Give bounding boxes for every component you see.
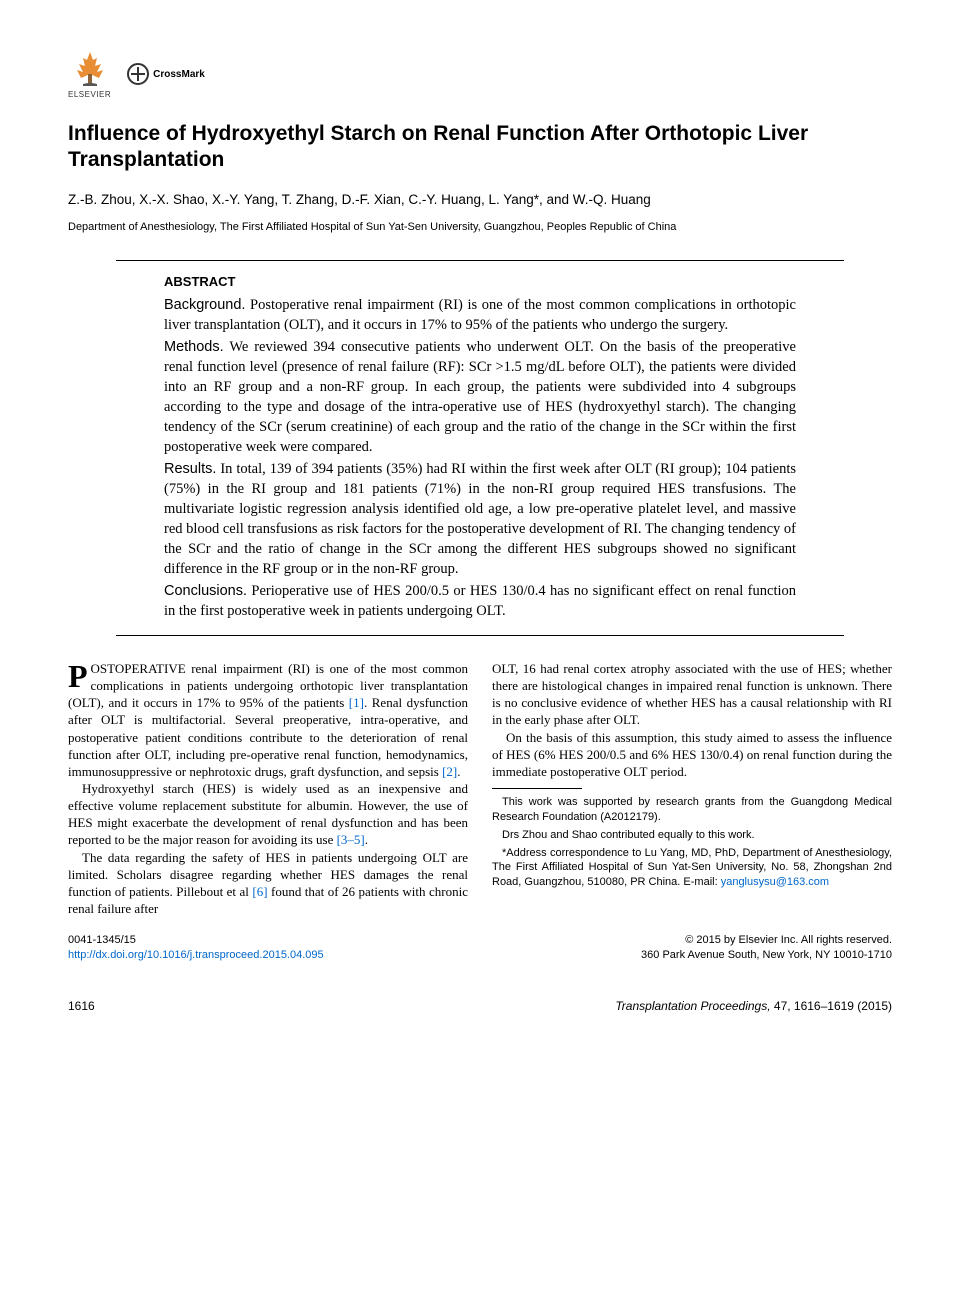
citation-6[interactable]: [6] <box>252 884 267 899</box>
body-columns: POSTOPERATIVE renal impairment (RI) is o… <box>68 660 892 917</box>
footnote-funding: This work was supported by research gran… <box>492 795 892 825</box>
bottom-left: 0041-1345/15 http://dx.doi.org/10.1016/j… <box>68 933 480 962</box>
dropcap: P <box>68 660 91 690</box>
copyright: © 2015 by Elsevier Inc. All rights reser… <box>480 933 892 947</box>
abstract-methods: Methods. We reviewed 394 consecutive pat… <box>164 337 796 457</box>
abstract-background-text: Postoperative renal impairment (RI) is o… <box>164 297 796 333</box>
elsevier-label: ELSEVIER <box>68 90 111 101</box>
abstract-conclusions-text: Perioperative use of HES 200/0.5 or HES … <box>164 583 796 619</box>
abstract-conclusions-label: Conclusions. <box>164 583 247 599</box>
abstract-results: Results. In total, 139 of 394 patients (… <box>164 459 796 579</box>
bottom-bar: 0041-1345/15 http://dx.doi.org/10.1016/j… <box>68 933 892 962</box>
body-para-3: The data regarding the safety of HES in … <box>68 849 468 918</box>
body-para-5: On the basis of this assumption, this st… <box>492 729 892 780</box>
citation-1[interactable]: [1] <box>349 695 364 710</box>
body-para-1: POSTOPERATIVE renal impairment (RI) is o… <box>68 660 468 780</box>
publisher-address: 360 Park Avenue South, New York, NY 1001… <box>480 948 892 962</box>
crossmark-icon <box>127 63 149 85</box>
issn: 0041-1345/15 <box>68 933 480 947</box>
bottom-right: © 2015 by Elsevier Inc. All rights reser… <box>480 933 892 962</box>
article-title: Influence of Hydroxyethyl Starch on Rena… <box>68 121 892 174</box>
abstract-conclusions: Conclusions. Perioperative use of HES 20… <box>164 581 796 621</box>
abstract-results-label: Results. <box>164 461 216 477</box>
journal-pages: 47, 1616–1619 (2015) <box>771 999 892 1013</box>
elsevier-tree-icon <box>69 48 111 90</box>
footnote-divider <box>492 788 582 789</box>
smallcaps-lead: OSTOPERATIVE <box>91 661 186 676</box>
abstract-methods-text: We reviewed 394 consecutive patients who… <box>164 339 796 455</box>
citation-2[interactable]: [2] <box>442 764 457 779</box>
elsevier-logo: ELSEVIER <box>68 48 111 101</box>
footnotes: This work was supported by research gran… <box>492 795 892 890</box>
correspondence-email[interactable]: yanglusysu@163.com <box>721 876 829 888</box>
abstract-background: Background. Postoperative renal impairme… <box>164 295 796 335</box>
page-footer: 1616 Transplantation Proceedings, 47, 16… <box>68 998 892 1014</box>
abstract-background-label: Background. <box>164 297 245 313</box>
crossmark-label: CrossMark <box>153 68 205 82</box>
abstract-box: ABSTRACT Background. Postoperative renal… <box>116 260 844 636</box>
body-para-4: OLT, 16 had renal cortex atrophy associa… <box>492 660 892 729</box>
journal-name: Transplantation Proceedings, <box>615 999 770 1013</box>
citation-3-5[interactable]: [3–5] <box>337 832 365 847</box>
abstract-heading: ABSTRACT <box>164 273 796 291</box>
body-para-2: Hydroxyethyl starch (HES) is widely used… <box>68 780 468 849</box>
page-number: 1616 <box>68 998 95 1014</box>
journal-citation: Transplantation Proceedings, 47, 1616–16… <box>615 998 892 1014</box>
doi-link[interactable]: http://dx.doi.org/10.1016/j.transproceed… <box>68 948 480 962</box>
column-right: OLT, 16 had renal cortex atrophy associa… <box>492 660 892 917</box>
footnote-correspondence: *Address correspondence to Lu Yang, MD, … <box>492 846 892 891</box>
footnote-contrib: Drs Zhou and Shao contributed equally to… <box>492 828 892 843</box>
affiliation: Department of Anesthesiology, The First … <box>68 220 892 235</box>
crossmark-badge[interactable]: CrossMark <box>127 63 205 85</box>
abstract-methods-label: Methods. <box>164 339 224 355</box>
abstract-results-text: In total, 139 of 394 patients (35%) had … <box>164 461 796 577</box>
column-left: POSTOPERATIVE renal impairment (RI) is o… <box>68 660 468 917</box>
author-list: Z.-B. Zhou, X.-X. Shao, X.-Y. Yang, T. Z… <box>68 191 892 209</box>
publisher-logos: ELSEVIER CrossMark <box>68 48 892 101</box>
